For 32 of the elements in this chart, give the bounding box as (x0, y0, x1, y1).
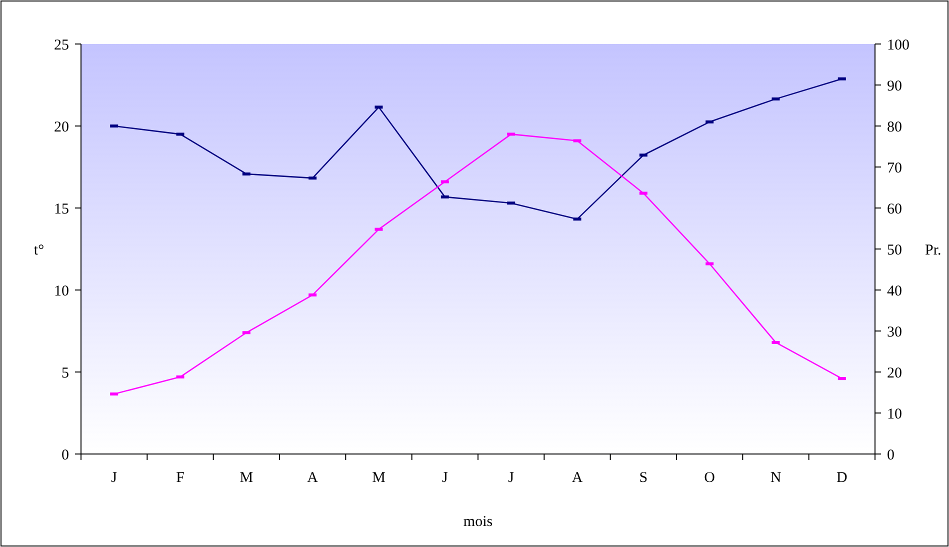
y-axis-title: t° (34, 242, 44, 258)
x-tick-label: J (442, 470, 448, 486)
y2-tick-label: 20 (887, 365, 902, 382)
x-tick-label: F (176, 470, 184, 486)
y2-tick-label: 40 (887, 283, 902, 300)
x-tick-label: O (704, 470, 716, 486)
y2-tick-label: 80 (887, 119, 902, 136)
x-tick-label: M (372, 470, 386, 486)
y2-tick-label: 10 (887, 406, 902, 422)
y-tick-label: 5 (62, 365, 69, 382)
y2-tick-label: 0 (887, 447, 894, 464)
y-tick-label: 10 (54, 283, 69, 300)
y2-axis-title: Pr. (925, 242, 942, 258)
x-tick-label: N (770, 470, 782, 486)
y-tick-label: 25 (54, 37, 69, 54)
y2-tick-label: 30 (887, 324, 902, 340)
y2-tick-label: 90 (887, 78, 902, 94)
x-tick-label: J (508, 470, 514, 486)
x-tick-label: S (639, 470, 648, 486)
x-tick-label: M (240, 470, 254, 486)
x-tick-label: J (111, 470, 118, 486)
y2-tick-label: 100 (887, 37, 910, 54)
x-tick-label: A (572, 470, 583, 486)
y-tick-label: 20 (54, 119, 69, 136)
y2-tick-label: 60 (887, 201, 902, 218)
x-tick-label: A (307, 470, 318, 486)
y2-tick-label: 50 (887, 242, 902, 258)
x-tick-label: D (836, 470, 848, 486)
y-tick-label: 15 (54, 201, 69, 218)
x-axis-title: mois (463, 514, 493, 530)
y-tick-label: 0 (62, 447, 69, 464)
y2-tick-label: 70 (887, 160, 902, 176)
